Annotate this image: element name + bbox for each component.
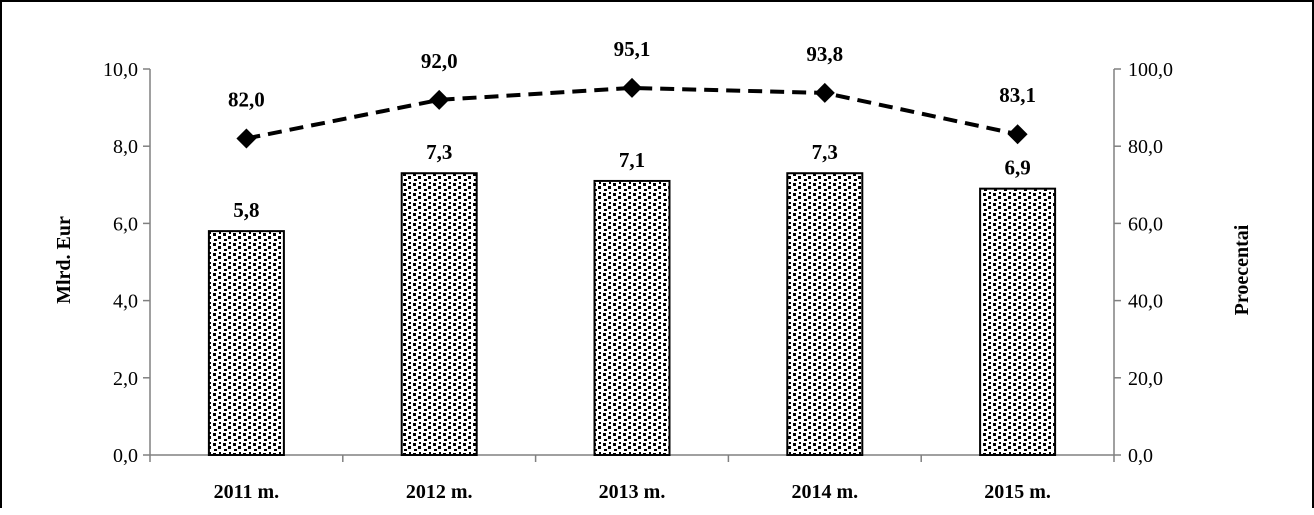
line-data-label: 83,1 [999,83,1036,107]
bar-data-label: 7,1 [619,148,645,172]
bar-data-label: 6,9 [1004,156,1030,180]
right-tick-label: 20,0 [1128,368,1163,390]
left-tick-label: 10,0 [103,59,138,81]
line-marker [1007,124,1028,145]
left-tick-label: 6,0 [113,213,138,235]
x-category-label: 2015 m. [984,481,1051,503]
bar-data-label: 7,3 [812,140,838,164]
right-axis-ticks: 0,0 20,0 40,0 60,0 80,0 100,0 [1114,59,1173,467]
x-axis-ticks: 2011 m. 2012 m. 2013 m. 2014 m. 2015 m. [149,455,1115,503]
line-marker [236,128,257,149]
line-data-label: 95,1 [614,37,651,61]
left-tick-label: 2,0 [113,368,138,390]
right-tick-label: 0,0 [1128,445,1153,467]
bar-data-labels: 5,8 7,3 7,1 7,3 6,9 [233,140,1030,222]
left-tick-label: 8,0 [113,136,138,158]
bar [400,172,478,456]
x-category-label: 2013 m. [599,481,666,503]
bar-data-label: 7,3 [426,140,452,164]
x-category-label: 2012 m. [406,481,473,503]
y-axis-title-left: Mlrd. Eur [53,216,75,304]
bar [593,179,671,456]
bar [207,230,285,456]
line-marker [622,77,642,98]
line-marker [429,89,450,110]
left-tick-label: 4,0 [113,291,138,313]
bar [786,172,864,456]
line-data-label: 92,0 [421,49,458,73]
right-tick-label: 40,0 [1128,291,1163,313]
line-marker [814,82,835,103]
x-category-label: 2014 m. [791,481,858,503]
bar-data-label: 5,8 [233,198,259,222]
right-tick-label: 100,0 [1128,59,1173,81]
line-series [236,77,1028,149]
line-data-label: 93,8 [806,42,843,66]
right-tick-label: 60,0 [1128,213,1163,235]
left-tick-label: 0,0 [113,445,138,467]
x-category-label: 2011 m. [214,481,280,503]
line-data-label: 82,0 [228,87,265,111]
right-tick-label: 80,0 [1128,136,1163,158]
bar-series [207,172,1057,456]
line-path [246,85,1019,141]
bar [979,187,1057,456]
left-axis-ticks: 0,0 2,0 4,0 6,0 8,0 10,0 [103,59,150,467]
line-data-labels: 82,0 92,0 95,1 93,8 83,1 [228,37,1036,112]
y-axis-title-right: Proecentai [1231,224,1253,315]
